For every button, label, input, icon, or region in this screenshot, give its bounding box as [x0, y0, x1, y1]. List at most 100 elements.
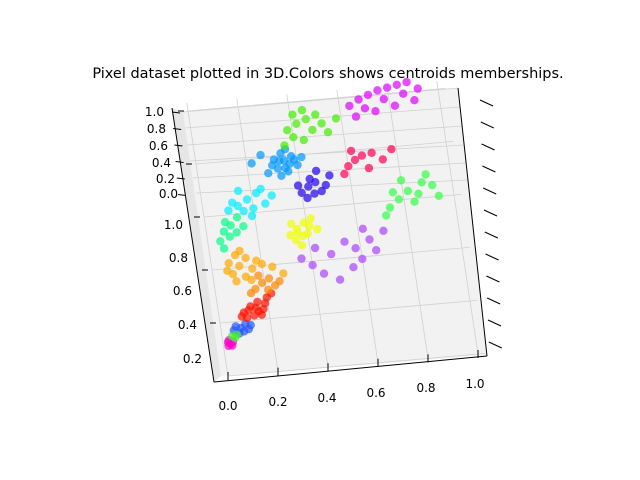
data-point — [224, 259, 233, 268]
y-tick-label: 0.2 — [183, 352, 202, 366]
data-point — [345, 101, 354, 111]
data-point — [344, 162, 353, 171]
x-tick-label: 0.2 — [268, 395, 287, 409]
x-gridline — [336, 89, 379, 363]
data-point — [367, 148, 376, 157]
data-point — [305, 174, 314, 184]
data-point — [385, 203, 395, 212]
data-point — [372, 246, 381, 255]
data-point — [308, 261, 317, 270]
data-point — [283, 126, 292, 135]
y-gridline — [227, 352, 486, 377]
right-tick-mark — [485, 253, 499, 261]
data-point — [331, 114, 341, 123]
data-point — [288, 110, 297, 119]
z-gridline — [182, 87, 459, 113]
data-point — [257, 278, 267, 287]
data-point — [228, 198, 237, 207]
data-point — [244, 324, 253, 334]
data-point — [303, 193, 312, 203]
x-gridline — [186, 102, 229, 377]
data-point — [297, 188, 306, 197]
right-tick-mark — [484, 231, 499, 239]
data-point — [434, 191, 444, 200]
data-point — [232, 277, 241, 286]
data-point — [232, 213, 242, 222]
z-tick-labels: 1.0 0.8 0.6 0.4 0.2 0.0 — [145, 105, 178, 201]
data-point — [394, 195, 404, 204]
z-tick-label: 0.6 — [149, 139, 168, 153]
data-point — [388, 188, 397, 197]
y-axis-line — [171, 107, 215, 383]
data-point — [417, 178, 426, 187]
z-tick-mark — [173, 128, 182, 130]
data-point — [327, 249, 336, 259]
data-point — [247, 211, 257, 221]
data-point — [297, 152, 306, 162]
data-point — [242, 195, 252, 204]
data-point — [340, 169, 349, 179]
data-point — [286, 231, 295, 240]
y-gridline — [195, 140, 454, 165]
data-point — [413, 84, 422, 93]
data-point — [358, 254, 367, 264]
x-tick-label: 1.0 — [465, 377, 484, 391]
data-point — [402, 77, 411, 87]
z-tick-mark — [171, 111, 181, 114]
data-point — [371, 107, 380, 116]
data-point — [264, 274, 274, 283]
data-point — [249, 204, 258, 213]
right-tick-mark — [482, 165, 496, 173]
data-point — [260, 299, 270, 308]
data-point — [346, 146, 356, 156]
x-tick-labels: 0.0 0.2 0.4 0.6 0.8 1.0 — [218, 377, 484, 413]
data-point — [233, 186, 243, 196]
data-point — [219, 244, 229, 253]
data-point — [319, 269, 329, 278]
data-point — [382, 83, 392, 92]
z-tick-mark — [177, 194, 187, 196]
right-tick-mark — [480, 121, 495, 129]
data-point — [392, 80, 401, 90]
data-point — [292, 236, 301, 245]
data-point — [410, 197, 419, 206]
z-tick-label: 0.2 — [156, 172, 175, 186]
data-point — [275, 277, 284, 286]
data-point — [306, 214, 315, 223]
z-gridline — [184, 106, 461, 129]
data-point — [247, 159, 256, 168]
data-point — [267, 191, 276, 200]
data-point — [358, 224, 367, 233]
data-point — [256, 184, 265, 194]
right-tick-mark — [486, 275, 500, 283]
data-point — [357, 151, 367, 160]
chart-title: Pixel dataset plotted in 3D.Colors shows… — [92, 66, 563, 82]
y-tick-label: 0.4 — [178, 318, 197, 332]
data-point — [289, 155, 299, 164]
data-point — [216, 237, 225, 246]
data-point — [390, 101, 400, 110]
data-point — [293, 228, 302, 237]
y-gridline — [219, 299, 478, 324]
z-gridline — [189, 144, 465, 162]
data-point — [220, 217, 230, 227]
data-point — [410, 96, 419, 105]
y-tick-label: 1.0 — [164, 218, 183, 232]
data-point — [399, 89, 408, 98]
data-point — [403, 186, 412, 196]
data-point — [365, 235, 374, 244]
data-point — [274, 156, 284, 166]
data-point — [387, 145, 396, 154]
right-axis-line — [457, 87, 488, 357]
data-point — [323, 128, 333, 137]
data-point — [351, 112, 361, 121]
data-point — [244, 306, 253, 315]
back-pane — [183, 88, 487, 376]
z-gridline — [192, 162, 467, 179]
data-point — [382, 211, 391, 220]
right-tick-mark — [486, 297, 501, 305]
data-point — [335, 275, 345, 284]
data-point — [317, 186, 326, 196]
data-point — [256, 150, 265, 160]
